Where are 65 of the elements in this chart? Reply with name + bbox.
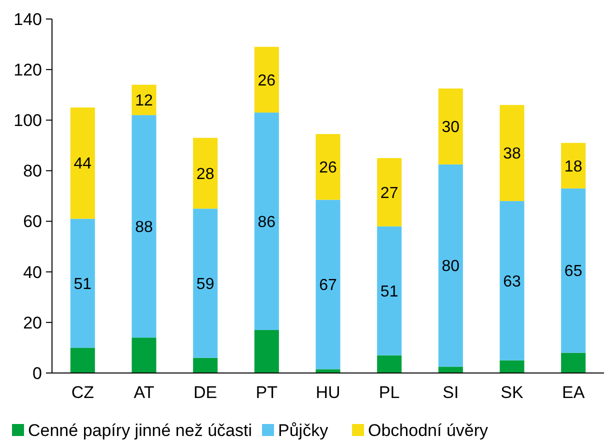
data-label: 26 [258, 72, 276, 90]
x-tick-label: AT [134, 383, 154, 402]
x-tick-label: PT [256, 383, 278, 402]
bar [316, 200, 340, 370]
bar [438, 164, 463, 367]
bar [377, 226, 402, 356]
bar [70, 108, 95, 219]
data-label: 38 [503, 146, 521, 163]
x-tick-label: SK [500, 383, 524, 402]
bar [132, 84, 156, 116]
bar [132, 115, 156, 338]
legend-label: Cenné papíry jinné než účasti [28, 420, 252, 440]
data-label: 26 [319, 160, 337, 177]
bar [561, 352, 586, 373]
bar [377, 158, 402, 226]
x-tick-label: PL [378, 383, 400, 402]
bar [561, 188, 586, 353]
bar [132, 338, 156, 373]
data-label: 80 [442, 258, 460, 276]
data-label: 51 [74, 276, 92, 293]
x-tick-label: EA [562, 383, 586, 402]
bar [377, 355, 402, 373]
bar [438, 366, 463, 373]
data-label: 86 [258, 214, 276, 231]
bar [193, 138, 218, 209]
y-tick-label: 140 [14, 10, 42, 29]
bar [500, 104, 524, 202]
data-label: 44 [74, 156, 92, 173]
data-label: 67 [319, 277, 337, 294]
x-tick-label: HU [316, 383, 340, 402]
y-tick-label: 120 [14, 60, 42, 80]
data-label: 63 [503, 273, 521, 290]
data-label: 28 [196, 166, 214, 183]
data-label: 88 [135, 218, 153, 236]
bar [500, 360, 524, 373]
bar [193, 208, 218, 358]
bar [70, 218, 95, 348]
x-tick-label: DE [194, 383, 218, 402]
legend-label: Obchodní úvěry [368, 420, 489, 440]
bar [316, 369, 340, 373]
bar [254, 112, 279, 330]
bar [254, 46, 279, 113]
data-label: 65 [564, 263, 582, 280]
bar [254, 330, 279, 373]
data-label: 27 [380, 184, 398, 202]
data-label: 18 [564, 158, 582, 176]
y-tick-label: 60 [23, 212, 42, 232]
data-label: 59 [196, 276, 214, 293]
bar [70, 348, 95, 373]
x-tick-label: SI [442, 383, 459, 402]
bar [316, 134, 340, 200]
bar [438, 88, 463, 164]
bar [193, 358, 218, 373]
bar [561, 142, 586, 188]
y-tick-label: 80 [23, 162, 42, 181]
y-tick-label: 0 [32, 364, 42, 383]
y-tick-label: 20 [23, 313, 42, 332]
data-label: 12 [135, 92, 153, 110]
y-tick-label: 40 [23, 262, 42, 282]
legend-label: Půjčky [278, 420, 329, 440]
y-tick-label: 100 [14, 111, 42, 130]
data-label: 51 [380, 283, 398, 300]
data-label: 30 [442, 119, 460, 136]
bar [500, 201, 524, 360]
x-tick-label: CZ [71, 383, 94, 402]
